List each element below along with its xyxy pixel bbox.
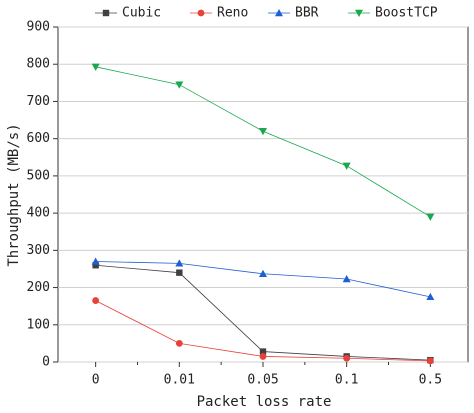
y-tick-label: 700 [27,94,50,109]
data-point [91,257,100,265]
data-point [92,297,100,304]
y-tick-label: 100 [27,317,50,332]
legend-marker [197,9,205,17]
data-point [259,353,267,360]
data-point [175,81,184,89]
x-tick-label: 0.1 [335,373,358,388]
data-point [342,162,351,170]
y-tick-label: 500 [27,168,50,183]
y-tick-label: 400 [27,206,50,221]
y-tick-label: 300 [27,243,50,258]
data-point [343,354,351,362]
y-tick-label: 0 [42,355,50,370]
data-point [176,269,183,276]
series-line [95,261,431,298]
data-point [175,259,184,267]
data-point [426,292,435,301]
x-tick-label: 0.05 [247,373,278,388]
y-tick-label: 600 [27,131,50,146]
y-tick-label: 800 [27,57,50,72]
series-line [95,264,431,361]
data-point [259,269,267,277]
series-line [95,66,431,218]
y-tick-label: 200 [27,280,50,295]
data-point [175,339,183,347]
y-axis-title: Throughput (MB/s) [6,123,22,266]
legend-marker [355,9,363,17]
legend-label: BoostTCP [375,6,438,21]
legend-label: Reno [217,6,248,21]
x-tick-label: 0.01 [164,373,195,388]
legend-label: Cubic [122,6,161,21]
x-tick-label: 0.5 [419,373,442,388]
data-point [342,274,351,283]
legend-marker [102,9,110,17]
legend-label: BBR [295,6,319,21]
data-point [426,357,434,365]
plot-frame [57,26,469,363]
data-point [259,348,267,355]
data-point [92,262,99,269]
data-point [91,63,100,71]
legend-marker [275,9,283,17]
data-point [426,213,435,221]
x-tick-label: 0 [92,373,100,388]
x-axis-title: Packet loss rate [197,394,332,410]
data-point [259,128,267,136]
y-tick-label: 900 [27,20,50,35]
